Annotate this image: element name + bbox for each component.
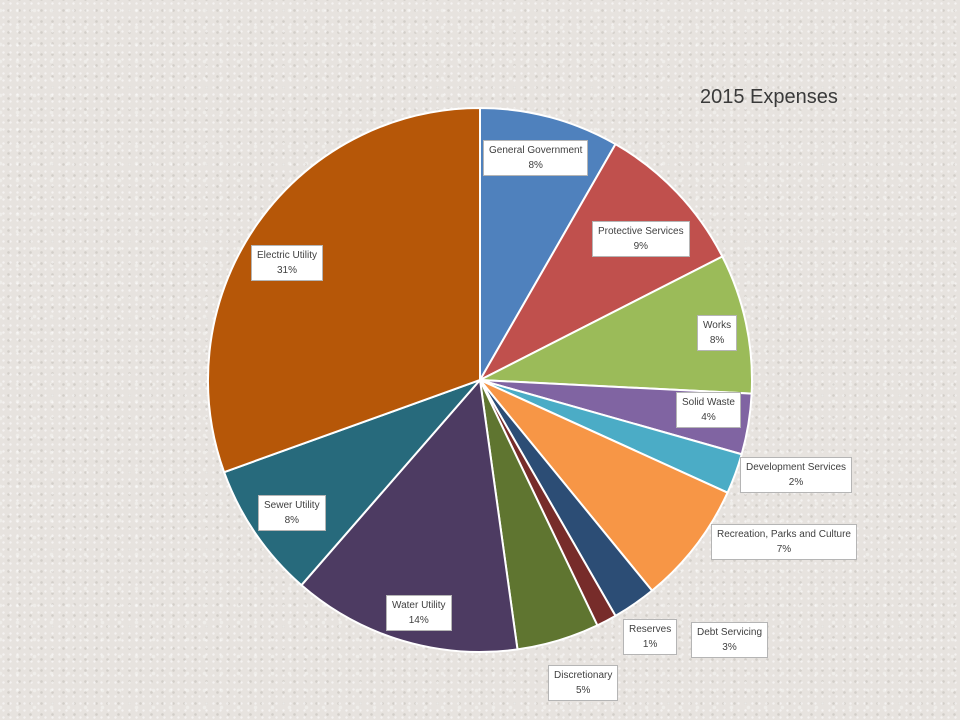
label-percent: 2% xyxy=(788,477,804,488)
label-name: Recreation, Parks and Culture xyxy=(717,529,851,540)
label-solid-waste: Solid Waste 4% xyxy=(676,392,741,428)
label-electric-utility: Electric Utility 31% xyxy=(251,245,324,281)
label-water-utility: Water Utility 14% xyxy=(386,595,452,631)
label-reserves: Reserves 1% xyxy=(623,619,678,655)
label-sewer-utility: Sewer Utility 8% xyxy=(258,495,326,531)
label-name: Sewer Utility xyxy=(264,500,320,511)
chart-title: 2015 Expenses xyxy=(700,86,838,108)
label-percent: 7% xyxy=(776,544,792,555)
pie-slice-water-utility xyxy=(300,379,519,653)
label-debt-servicing: Debt Servicing 3% xyxy=(691,622,769,658)
label-percent: 8% xyxy=(709,335,725,346)
label-percent: 1% xyxy=(642,639,658,650)
label-development-services: Development Services 2% xyxy=(740,457,853,493)
pie-slice-sewer-utility xyxy=(223,379,481,587)
pie-slices xyxy=(207,107,754,653)
pie-slice-recreation-parks-and-culture xyxy=(479,379,729,592)
label-name: Discretionary xyxy=(554,670,613,681)
label-name: Development Services xyxy=(746,462,847,473)
label-percent: 8% xyxy=(284,515,300,526)
label-name: Water Utility xyxy=(392,600,446,611)
pie-slice-works xyxy=(479,255,754,395)
label-protective-services: Protective Services 9% xyxy=(592,221,690,257)
label-name: Works xyxy=(703,320,732,331)
label-name: Debt Servicing xyxy=(697,627,763,638)
pie-slice-general-government xyxy=(479,107,617,381)
label-name: Solid Waste xyxy=(682,397,735,408)
label-percent: 3% xyxy=(722,642,737,653)
label-percent: 5% xyxy=(575,685,591,696)
label-percent: 4% xyxy=(701,412,716,423)
label-general-government: General Government 8% xyxy=(483,140,589,176)
label-works: Works 8% xyxy=(697,315,738,351)
pie-slice-protective-services xyxy=(479,143,724,381)
label-name: General Government xyxy=(489,145,583,156)
label-name: Protective Services xyxy=(598,226,684,237)
label-discretionary: Discretionary 5% xyxy=(548,665,619,701)
label-recreation-parks-culture: Recreation, Parks and Culture 7% xyxy=(711,524,857,560)
label-percent: 31% xyxy=(277,265,298,276)
label-name: Reserves xyxy=(629,624,672,635)
pie-slice-electric-utility xyxy=(207,107,481,474)
label-percent: 8% xyxy=(528,160,543,171)
label-percent: 9% xyxy=(633,241,649,252)
label-name: Electric Utility xyxy=(257,250,318,261)
label-percent: 14% xyxy=(408,615,429,626)
